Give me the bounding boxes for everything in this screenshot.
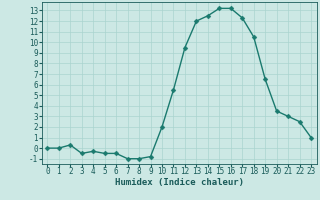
X-axis label: Humidex (Indice chaleur): Humidex (Indice chaleur) xyxy=(115,178,244,187)
